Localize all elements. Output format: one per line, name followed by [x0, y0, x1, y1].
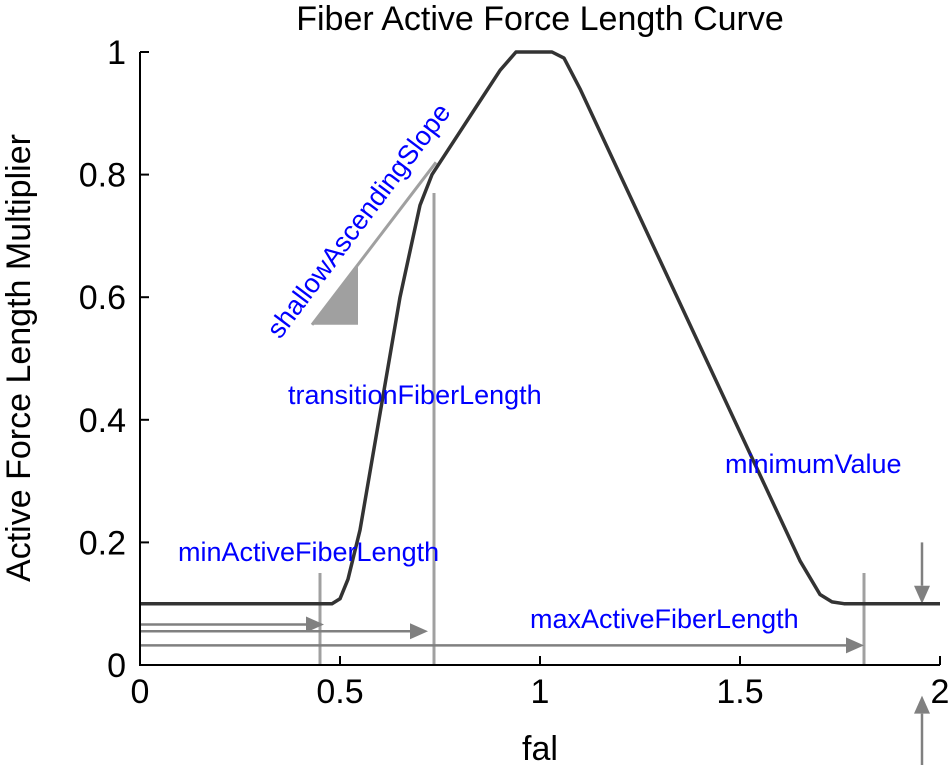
y-ticks: 0 0.2 0.4 0.6 0.8 1 [79, 34, 149, 685]
annotation-minActive: minActiveFiberLength [178, 537, 439, 567]
x-tick-label: 0 [131, 673, 150, 711]
annotation-maxActive: maxActiveFiberLength [530, 604, 799, 634]
y-tick-label: 0.6 [79, 279, 126, 317]
annotation-minimum: minimumValue [725, 449, 902, 479]
annotation-shallow: shallowAscendingSlope [261, 98, 457, 344]
y-tick-label: 0.8 [79, 157, 126, 195]
x-tick-label: 2 [931, 673, 950, 711]
x-tick-label: 1.5 [716, 673, 763, 711]
annotation-transition: transitionFiberLength [288, 380, 542, 410]
minimum-value-arrow-head [914, 585, 930, 604]
y-axis-label: Active Force Length Multiplier [0, 134, 38, 582]
length-arrow-head [846, 637, 864, 654]
y-tick-label: 0.2 [79, 524, 126, 562]
length-arrows [140, 542, 930, 765]
chart-title: Fiber Active Force Length Curve [296, 0, 784, 38]
x-axis-label: fal [522, 730, 558, 765]
curve-line [140, 50, 940, 606]
y-tick-label: 0.4 [79, 402, 126, 440]
y-tick-label: 0 [107, 647, 126, 685]
y-tick-label: 1 [107, 34, 126, 72]
series-layer [140, 50, 940, 606]
slope-guide [310, 161, 438, 326]
length-arrow-head [306, 616, 324, 633]
minimum-value-arrow-head [914, 695, 930, 714]
axes [139, 52, 940, 666]
x-tick-label: 1 [531, 673, 550, 711]
annotations: shallowAscendingSlope transitionFiberLeng… [178, 98, 902, 634]
length-arrow-head [410, 623, 428, 640]
x-ticks: 0 0.5 1 1.5 2 [131, 656, 950, 711]
slope-triangle [312, 264, 358, 325]
x-tick-label: 0.5 [316, 673, 363, 711]
reference-lines [318, 192, 866, 665]
